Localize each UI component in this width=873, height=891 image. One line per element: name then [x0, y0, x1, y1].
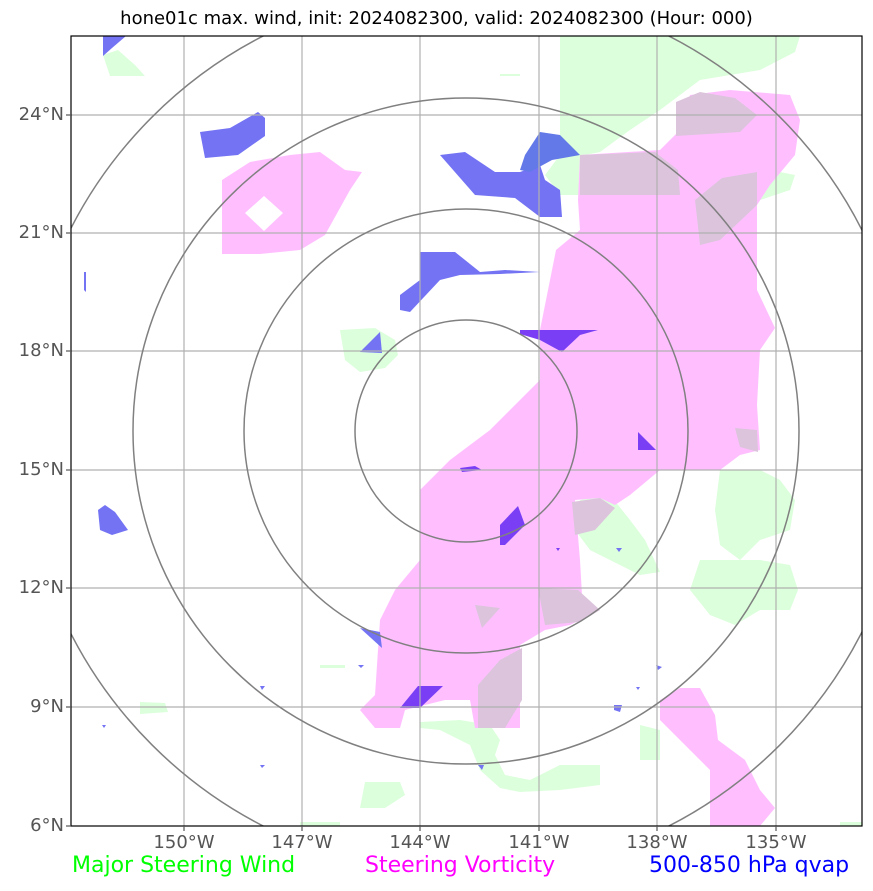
lon-label-147w: 147°W [271, 832, 333, 853]
lat-label-18n: 18°N [18, 340, 64, 361]
lat-label-6n: 6°N [30, 815, 64, 836]
lon-label-150w: 150°W [153, 832, 215, 853]
lat-label-15n: 15°N [18, 459, 64, 480]
lat-label-24n: 24°N [18, 104, 64, 125]
legend-steering-wind: Major Steering Wind [72, 853, 296, 878]
lon-label-144w: 144°W [389, 832, 451, 853]
lon-label-138w: 138°W [626, 832, 688, 853]
lat-label-12n: 12°N [18, 577, 64, 598]
tick-marks [66, 114, 777, 831]
vorticity-hole [245, 196, 283, 231]
range-rings [71, 36, 862, 826]
graticule [71, 36, 862, 826]
qvap-areas [84, 36, 662, 770]
lat-label-21n: 21°N [18, 222, 64, 243]
plot-frame [70, 35, 863, 827]
steering-wind-areas [103, 36, 862, 826]
legend-steering-vorticity: Steering Vorticity [365, 853, 556, 878]
legend-qvap: 500-850 hPa qvap [649, 853, 850, 878]
map-title: hone01c max. wind, init: 2024082300, val… [120, 8, 753, 29]
lon-label-135w: 135°W [745, 832, 807, 853]
steering-vorticity-areas [222, 90, 800, 826]
overlap-areas [475, 92, 758, 728]
lat-label-9n: 9°N [30, 696, 64, 717]
lon-label-141w: 141°W [508, 832, 570, 853]
